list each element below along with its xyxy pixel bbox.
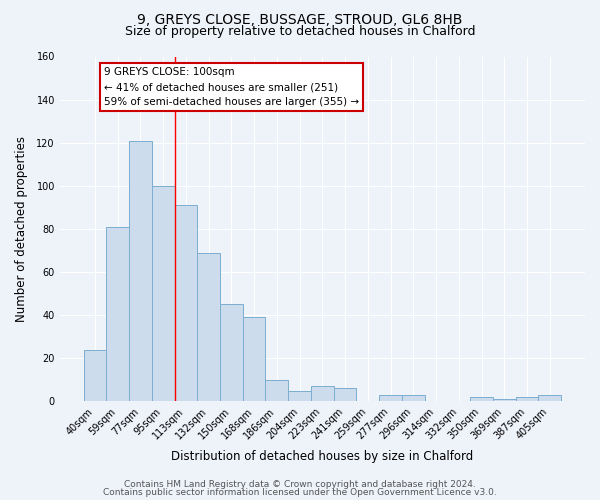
Bar [493,399,515,402]
Bar [538,395,561,402]
Text: Contains HM Land Registry data © Crown copyright and database right 2024.: Contains HM Land Registry data © Crown c… [124,480,476,489]
Bar [243,318,265,402]
X-axis label: Distribution of detached houses by size in Chalford: Distribution of detached houses by size … [171,450,473,462]
Bar [152,186,175,402]
Bar [129,140,152,402]
Text: Size of property relative to detached houses in Chalford: Size of property relative to detached ho… [125,25,475,38]
Bar [288,390,311,402]
Text: 9 GREYS CLOSE: 100sqm
← 41% of detached houses are smaller (251)
59% of semi-det: 9 GREYS CLOSE: 100sqm ← 41% of detached … [104,68,359,107]
Text: Contains public sector information licensed under the Open Government Licence v3: Contains public sector information licen… [103,488,497,497]
Bar [402,395,425,402]
Text: 9, GREYS CLOSE, BUSSAGE, STROUD, GL6 8HB: 9, GREYS CLOSE, BUSSAGE, STROUD, GL6 8HB [137,12,463,26]
Bar [265,380,288,402]
Bar [515,397,538,402]
Bar [311,386,334,402]
Y-axis label: Number of detached properties: Number of detached properties [15,136,28,322]
Bar [470,397,493,402]
Bar [197,252,220,402]
Bar [83,350,106,402]
Bar [175,205,197,402]
Bar [220,304,243,402]
Bar [379,395,402,402]
Bar [106,226,129,402]
Bar [334,388,356,402]
